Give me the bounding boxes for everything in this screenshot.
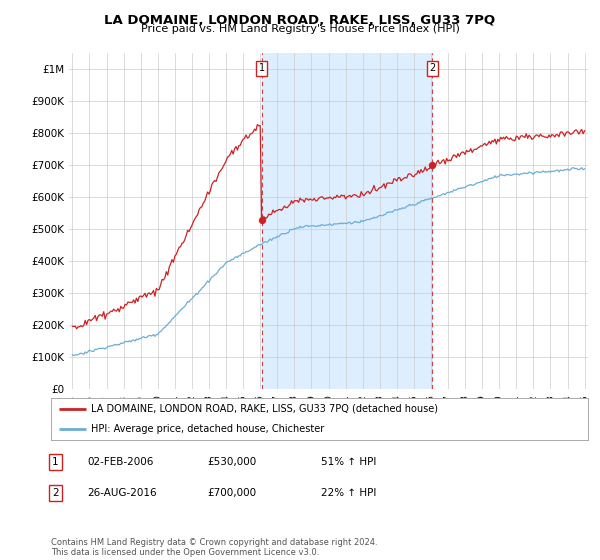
Text: 22% ↑ HPI: 22% ↑ HPI bbox=[321, 488, 376, 498]
Point bbox=[428, 161, 437, 170]
Text: Contains HM Land Registry data © Crown copyright and database right 2024.
This d: Contains HM Land Registry data © Crown c… bbox=[51, 538, 377, 557]
Text: Price paid vs. HM Land Registry's House Price Index (HPI): Price paid vs. HM Land Registry's House … bbox=[140, 24, 460, 34]
Text: 1: 1 bbox=[259, 63, 265, 73]
Text: 02-FEB-2006: 02-FEB-2006 bbox=[87, 457, 154, 467]
Bar bbox=[262, 53, 433, 389]
Text: 26-AUG-2016: 26-AUG-2016 bbox=[87, 488, 157, 498]
Text: HPI: Average price, detached house, Chichester: HPI: Average price, detached house, Chic… bbox=[91, 424, 325, 434]
Text: 2: 2 bbox=[429, 63, 436, 73]
Text: LA DOMAINE, LONDON ROAD, RAKE, LISS, GU33 7PQ: LA DOMAINE, LONDON ROAD, RAKE, LISS, GU3… bbox=[104, 14, 496, 27]
Text: 51% ↑ HPI: 51% ↑ HPI bbox=[321, 457, 376, 467]
Text: £700,000: £700,000 bbox=[207, 488, 256, 498]
Text: 2: 2 bbox=[52, 488, 59, 498]
Point bbox=[257, 215, 266, 224]
Text: £530,000: £530,000 bbox=[207, 457, 256, 467]
Text: LA DOMAINE, LONDON ROAD, RAKE, LISS, GU33 7PQ (detached house): LA DOMAINE, LONDON ROAD, RAKE, LISS, GU3… bbox=[91, 404, 438, 414]
Text: 1: 1 bbox=[52, 457, 59, 467]
